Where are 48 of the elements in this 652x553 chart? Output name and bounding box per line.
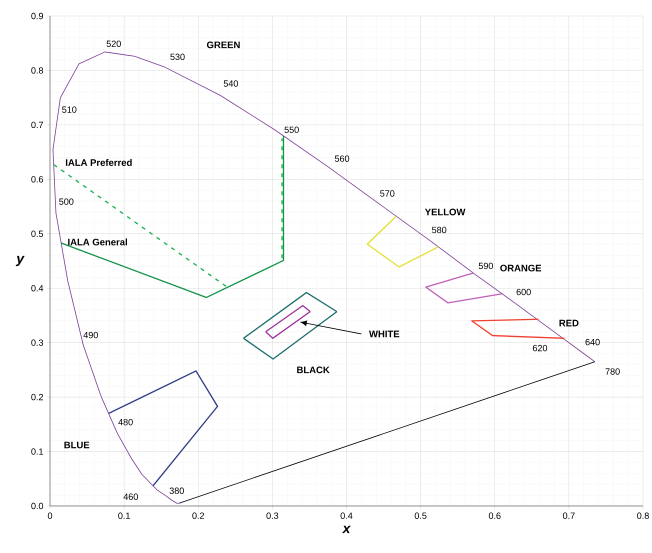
annotation: ORANGE	[500, 264, 542, 272]
annotation: WHITE	[369, 330, 400, 338]
x-tick-label: 0.3	[266, 512, 278, 519]
annotation: 560	[334, 155, 350, 162]
annotation: 540	[224, 80, 238, 87]
x-tick-label: 0.2	[192, 512, 204, 519]
y-tick-label: 0.0	[31, 502, 44, 510]
annotation: 500	[59, 198, 74, 205]
annotation: 580	[432, 226, 446, 234]
y-tick-label: 0.5	[31, 230, 44, 237]
annotation: GREEN	[206, 41, 240, 48]
annotation: 590	[478, 262, 494, 270]
x-tick-label: 0.4	[340, 512, 352, 519]
annotation: 490	[83, 332, 98, 338]
annotation: IALA Preferred	[66, 158, 132, 166]
x-tick-label: 0.6	[488, 512, 501, 519]
annotation: 510	[62, 106, 76, 113]
x-axis-title: x	[342, 526, 351, 534]
annotation: 780	[606, 368, 620, 375]
y-tick-label: 0.1	[31, 448, 44, 455]
annotation: BLACK	[297, 366, 330, 374]
x-tick-label: 0.7	[562, 512, 575, 519]
annotation: 640	[586, 338, 600, 346]
x-tick-label: 0.8	[637, 512, 649, 519]
x-tick-label: 0.1	[118, 512, 130, 519]
annotation: 550	[284, 126, 299, 133]
annotation: 520	[106, 40, 121, 47]
y-tick-label: 0.2	[31, 394, 44, 400]
annotation: 460	[124, 494, 138, 500]
y-tick-label: 0.3	[31, 339, 44, 346]
y-tick-label: 0.4	[31, 285, 44, 292]
annotation: RED	[559, 320, 578, 326]
annotation: 620	[532, 344, 548, 352]
y-tick-label: 0.6	[31, 176, 44, 183]
annotation: YELLOW	[424, 208, 466, 216]
y-tick-label: 0.7	[31, 122, 44, 128]
y-tick-label: 0.8	[31, 67, 44, 74]
x-tick-label: 0	[48, 512, 52, 519]
x-tick-label: 0.5	[414, 512, 427, 519]
annotation: IALA General	[68, 238, 128, 246]
annotation: 380	[170, 488, 184, 494]
annotation: 600	[516, 288, 531, 296]
annotation: 530	[170, 54, 185, 60]
annotation: 480	[118, 418, 133, 426]
y-axis-title: y	[16, 256, 25, 266]
y-tick-label: 0.9	[31, 12, 44, 20]
annotation: 570	[380, 190, 394, 197]
annotation: BLUE	[64, 442, 90, 448]
